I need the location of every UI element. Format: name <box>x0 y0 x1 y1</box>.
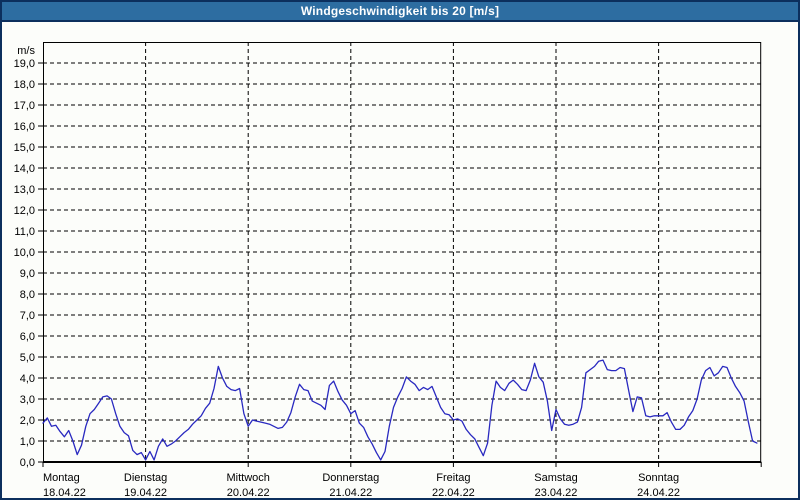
x-day-label: Donnerstag <box>322 472 379 484</box>
y-tick-label: 11,0 <box>14 226 35 238</box>
y-tick-label: 1,0 <box>20 436 35 448</box>
y-tick-label: 7,0 <box>20 310 35 322</box>
x-date-label: 24.04.22 <box>637 487 680 499</box>
x-day-label: Freitag <box>436 472 470 484</box>
y-axis-unit-label: m/s <box>17 45 35 57</box>
x-day-label: Montag <box>43 472 80 484</box>
y-tick-label: 4,0 <box>20 373 35 385</box>
y-tick-label: 2,0 <box>20 415 35 427</box>
y-tick-label: 10,0 <box>14 247 35 259</box>
y-tick-label: 3,0 <box>20 394 35 406</box>
chart-title: Windgeschwindigkeit bis 20 [m/s] <box>300 4 500 18</box>
y-tick-label: 12,0 <box>14 205 35 217</box>
y-tick-label: 19,0 <box>14 58 35 70</box>
chart-title-bar: Windgeschwindigkeit bis 20 [m/s] <box>2 2 798 22</box>
x-day-label: Mittwoch <box>226 472 269 484</box>
x-date-label: 22.04.22 <box>432 487 475 499</box>
x-date-label: 19.04.22 <box>124 487 167 499</box>
x-date-label: 20.04.22 <box>227 487 270 499</box>
wind-speed-series <box>42 359 758 461</box>
x-date-label: 21.04.22 <box>329 487 372 499</box>
y-tick-label: 5,0 <box>20 352 35 364</box>
x-day-label: Sonntag <box>638 472 679 484</box>
x-day-label: Samstag <box>534 472 577 484</box>
y-tick-label: 13,0 <box>14 184 35 196</box>
y-tick-label: 17,0 <box>14 100 35 112</box>
y-tick-label: 9,0 <box>20 268 35 280</box>
y-tick-label: 15,0 <box>14 142 35 154</box>
y-tick-label: 8,0 <box>20 289 35 301</box>
x-day-label: Dienstag <box>124 472 167 484</box>
x-date-label: 18.04.22 <box>43 487 86 499</box>
y-tick-label: 14,0 <box>14 163 35 175</box>
y-tick-label: 18,0 <box>14 79 35 91</box>
y-tick-label: 0,0 <box>20 457 35 469</box>
y-tick-label: 16,0 <box>14 121 35 133</box>
y-tick-label: 6,0 <box>20 331 35 343</box>
x-date-label: 23.04.22 <box>535 487 578 499</box>
